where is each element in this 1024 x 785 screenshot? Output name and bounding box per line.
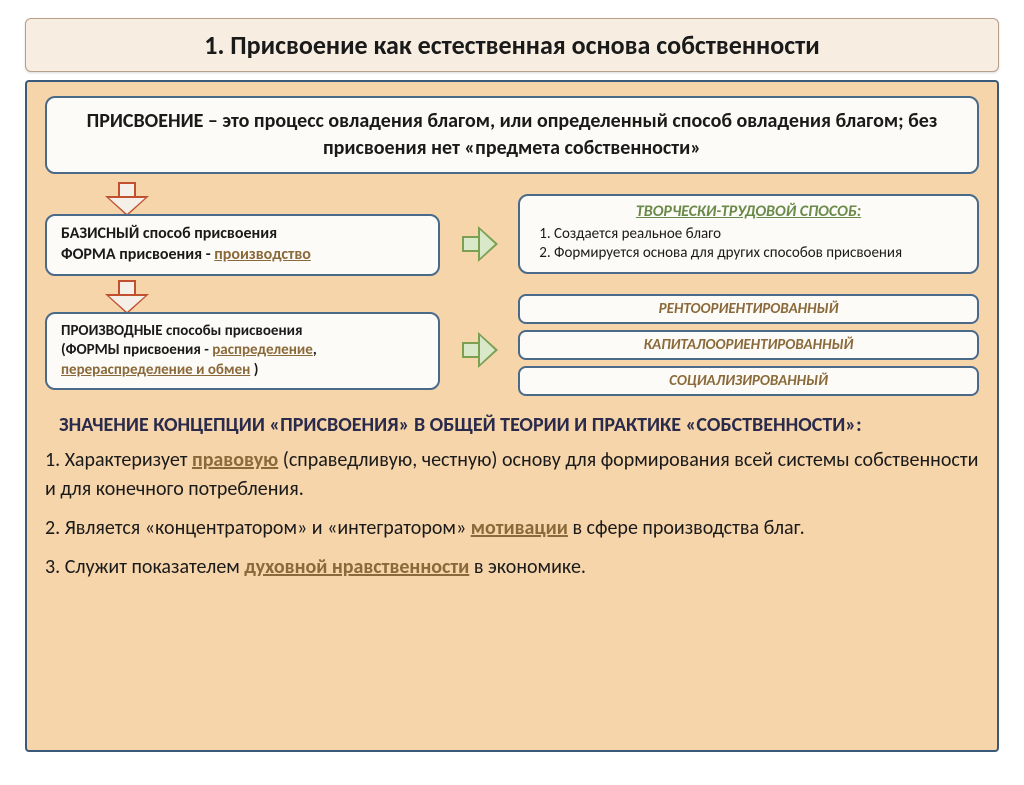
meaning-item-1: 1. Характеризует правовую (справедливую,… <box>45 446 979 504</box>
derived-sep: , <box>313 341 317 359</box>
meaning-item-3: 3. Служит показателем духовной нравствен… <box>45 553 979 582</box>
derived-line2-pre: (ФОРМЫ присвоения - <box>61 341 212 359</box>
pill-rent: РЕНТООРИЕНТИРОВАННЫЙ <box>518 294 979 324</box>
basic-method-box: БАЗИСНЫЙ способ присвоения ФОРМА присвое… <box>45 214 440 276</box>
derived-post: ) <box>250 361 258 379</box>
title-bar: 1. Присвоение как естественная основа со… <box>25 18 999 72</box>
basic-line1: БАЗИСНЫЙ способ присвоения <box>61 224 277 243</box>
derived-line1: ПРОИЗВОДНЫЕ способы присвоения <box>61 322 302 340</box>
meaning-item-2: 2. Является «концентратором» и «интеграт… <box>45 514 979 543</box>
arrow-down-icon <box>105 182 149 216</box>
arrow-right-icon <box>462 224 502 264</box>
meaning-u-motivation: мотивации <box>471 516 568 540</box>
arrow-down-icon <box>105 280 149 314</box>
derived-link-2: перераспределение и обмен <box>61 361 250 379</box>
creative-item-2: Формируется основа для других способов п… <box>554 244 965 264</box>
basic-line2-pre: ФОРМА присвоения - <box>61 245 214 264</box>
meaning-u-moral: духовной нравственности <box>244 555 469 579</box>
derived-methods-box: ПРОИЗВОДНЫЕ способы присвоения (ФОРМЫ пр… <box>45 312 440 391</box>
creative-header: ТВОРЧЕСКИ-ТРУДОВОЙ СПОСОБ: <box>532 202 965 223</box>
basic-link-production: производство <box>214 245 311 264</box>
definition-box: ПРИСВОЕНИЕ – это процесс овладения благо… <box>45 96 979 174</box>
pill-social: СОЦИАЛИЗИРОВАННЫЙ <box>518 366 979 396</box>
meaning-header: ЗНАЧЕНИЕ КОНЦЕПЦИИ «ПРИСВОЕНИЯ» В ОБЩЕЙ … <box>59 412 979 438</box>
main-panel: ПРИСВОЕНИЕ – это процесс овладения благо… <box>25 80 999 752</box>
page-title: 1. Присвоение как естественная основа со… <box>46 29 978 61</box>
derived-link-1: распределение <box>212 341 313 359</box>
creative-item-1: Создается реальное благо <box>554 225 965 245</box>
definition-text: ПРИСВОЕНИЕ – это процесс овладения благо… <box>87 109 938 160</box>
pill-capital: КАПИТАЛООРИЕНТИРОВАННЫЙ <box>518 330 979 360</box>
meaning-u-legal: правовую <box>192 448 278 472</box>
arrow-right-icon <box>462 330 502 370</box>
creative-method-box: ТВОРЧЕСКИ-ТРУДОВОЙ СПОСОБ: Создается реа… <box>518 194 979 274</box>
meaning-list: 1. Характеризует правовую (справедливую,… <box>45 446 979 582</box>
